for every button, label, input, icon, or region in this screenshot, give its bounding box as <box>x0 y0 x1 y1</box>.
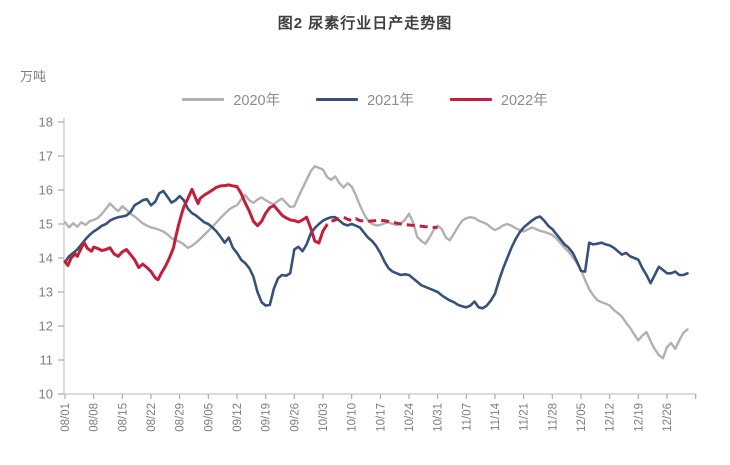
y-axis-tick-label: 14 <box>39 251 53 266</box>
chart-title: 图2 尿素行业日产走势图 <box>277 15 453 32</box>
x-axis-tick-label: 08/15 <box>117 403 129 432</box>
y-axis-tick-label: 16 <box>39 183 53 198</box>
x-axis-tick-label: 12/05 <box>576 403 588 432</box>
y-axis-tick-label: 10 <box>39 387 53 402</box>
x-axis-tick-label: 11/28 <box>547 403 559 431</box>
x-axis-tick-label: 11/07 <box>461 403 473 431</box>
x-axis-tick-label: 08/29 <box>175 403 187 432</box>
series-line-2022年-forecast <box>321 215 438 232</box>
x-axis-tick-label: 10/03 <box>318 403 330 432</box>
series-line-2022年 <box>63 183 325 282</box>
y-axis-tick-label: 17 <box>39 149 53 164</box>
legend-label-2021: 2021年 <box>367 93 414 109</box>
series-line-2020年 <box>63 165 689 360</box>
x-axis-tick-label: 10/10 <box>347 403 359 432</box>
x-axis-tick-label: 08/01 <box>60 403 72 432</box>
x-axis-tick-label: 11/14 <box>490 402 502 431</box>
x-axis-tick-label: 09/26 <box>289 403 301 432</box>
x-axis-tick-label: 09/05 <box>203 403 215 432</box>
series-line-2021年 <box>63 189 689 310</box>
y-axis-tick-label: 12 <box>39 319 53 334</box>
legend-line-2020-icon <box>182 98 225 101</box>
x-axis-tick-label: 10/17 <box>375 403 387 432</box>
y-axis-tick-label: 15 <box>39 217 53 232</box>
legend-label-2020: 2020年 <box>233 93 281 109</box>
y-axis-tick-label: 13 <box>39 285 53 300</box>
legend-item-2022: 2022年 <box>449 89 548 110</box>
y-axis-tick-label: 11 <box>40 353 54 368</box>
x-axis-tick-label: 10/31 <box>433 403 445 432</box>
legend-item-2020: 2020年 <box>182 89 280 110</box>
x-axis-tick-label: 12/19 <box>633 403 645 432</box>
x-axis-tick-label: 08/08 <box>89 403 101 432</box>
legend-line-2021-icon <box>316 98 359 101</box>
x-axis-tick-label: 09/19 <box>261 403 273 432</box>
legend-item-2021: 2021年 <box>316 89 414 110</box>
legend: 2020年 2021年 2022年 <box>0 89 730 110</box>
legend-line-2022-icon <box>449 98 492 101</box>
x-axis-tick-label: 10/24 <box>404 402 416 431</box>
x-axis-tick-label: 11/21 <box>519 403 531 431</box>
x-axis-tick-label: 12/26 <box>662 403 674 432</box>
x-axis-tick-label: 09/12 <box>232 403 244 432</box>
y-axis-unit-label: 万吨 <box>20 69 47 84</box>
x-axis-tick-label: 12/12 <box>605 403 617 432</box>
x-axis-tick-label: 08/22 <box>146 403 158 432</box>
legend-label-2022: 2022年 <box>500 93 548 109</box>
y-axis-tick-label: 18 <box>39 115 53 130</box>
